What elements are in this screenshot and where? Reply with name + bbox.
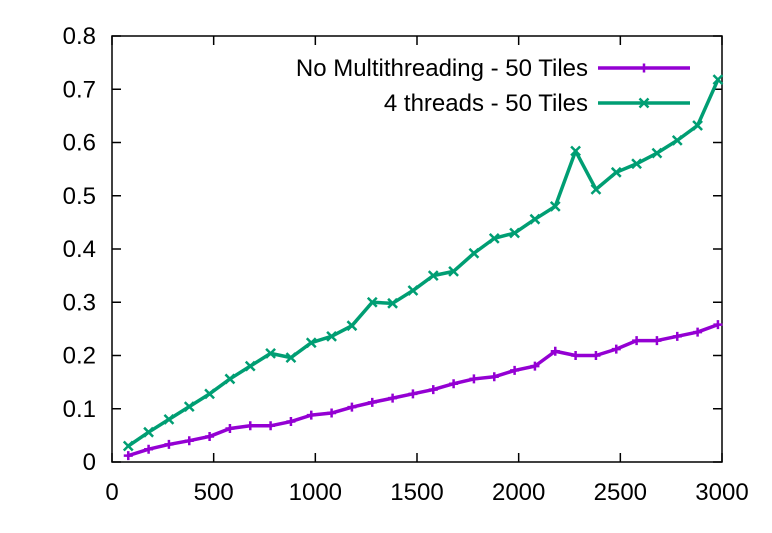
legend-marker	[639, 63, 649, 73]
data-point	[205, 431, 215, 441]
data-point	[571, 351, 581, 360]
data-point	[265, 347, 276, 359]
data-point	[306, 410, 316, 420]
data-point	[550, 346, 560, 356]
data-point	[427, 270, 439, 282]
data-point	[286, 417, 296, 427]
series-2	[122, 74, 724, 452]
data-point	[590, 183, 602, 195]
data-point	[366, 296, 378, 308]
x-tick-label: 1500	[390, 479, 443, 506]
data-point	[692, 120, 703, 131]
y-tick-label: 0.7	[63, 76, 96, 103]
data-point	[570, 145, 581, 157]
data-point	[488, 232, 500, 244]
data-point	[204, 388, 215, 400]
data-point	[388, 393, 398, 403]
y-tick-label: 0.4	[63, 236, 96, 263]
data-point	[144, 444, 154, 454]
data-point	[407, 285, 419, 296]
data-point	[611, 344, 621, 354]
data-point	[184, 436, 194, 446]
x-tick-label: 2000	[492, 479, 545, 506]
data-point	[347, 402, 357, 412]
x-tick-label: 3000	[695, 479, 748, 506]
legend: No Multithreading - 50 Tiles 4 threads - …	[296, 55, 690, 117]
data-point	[449, 379, 459, 389]
data-point	[143, 426, 154, 438]
legend-marker	[638, 97, 650, 109]
series-line	[127, 322, 719, 458]
data-point	[305, 337, 317, 349]
y-tick-label: 0.8	[63, 23, 96, 50]
data-point	[225, 423, 235, 433]
data-point	[183, 401, 195, 413]
data-point	[469, 374, 479, 384]
data-point	[510, 365, 520, 375]
data-point	[163, 414, 175, 425]
data-point	[164, 439, 174, 449]
series-layer	[122, 74, 724, 461]
data-point	[632, 336, 642, 346]
y-tick-label: 0.1	[63, 396, 96, 423]
data-point	[652, 336, 662, 346]
x-tick-label: 1000	[289, 479, 342, 506]
x-tick-label: 2500	[594, 479, 647, 506]
data-point	[408, 389, 418, 399]
x-tick-label: 0	[105, 479, 118, 506]
data-point	[712, 74, 724, 86]
y-tick-label: 0.5	[63, 183, 96, 210]
x-tick-label: 500	[194, 479, 234, 506]
data-point	[591, 351, 601, 360]
y-tick-label: 0.3	[63, 289, 96, 316]
legend-label: No Multithreading - 50 Tiles	[296, 55, 588, 82]
data-point	[610, 166, 622, 178]
data-point	[387, 297, 398, 309]
data-point	[367, 397, 377, 407]
data-point	[509, 227, 520, 239]
axes: 0 500 1000 1500 2000 2500 3000 0 0.1 0.2 0.3 0.4 0.5…	[63, 23, 749, 506]
data-point	[468, 247, 480, 259]
data-point	[346, 320, 358, 332]
data-point	[285, 352, 297, 364]
data-point	[693, 327, 703, 337]
data-point	[631, 158, 642, 170]
data-point	[327, 408, 337, 418]
data-point	[489, 372, 499, 382]
data-point	[245, 421, 255, 431]
data-point	[671, 134, 683, 146]
data-point	[448, 265, 459, 277]
data-point	[326, 330, 337, 342]
data-point	[266, 421, 276, 431]
data-point	[123, 451, 133, 461]
y-tick-label: 0.6	[63, 130, 96, 157]
data-point	[122, 440, 134, 452]
data-point	[244, 360, 256, 372]
data-point	[549, 201, 561, 212]
data-point	[651, 147, 663, 159]
y-tick-label: 0.2	[63, 343, 96, 370]
data-point	[672, 331, 682, 341]
data-point	[224, 373, 236, 385]
data-point	[713, 320, 723, 330]
y-tick-label: 0	[83, 449, 96, 476]
data-point	[530, 361, 540, 371]
data-point	[529, 213, 541, 225]
data-point	[428, 385, 438, 395]
series-1	[123, 320, 723, 461]
legend-label: 4 threads - 50 Tiles	[384, 90, 588, 117]
